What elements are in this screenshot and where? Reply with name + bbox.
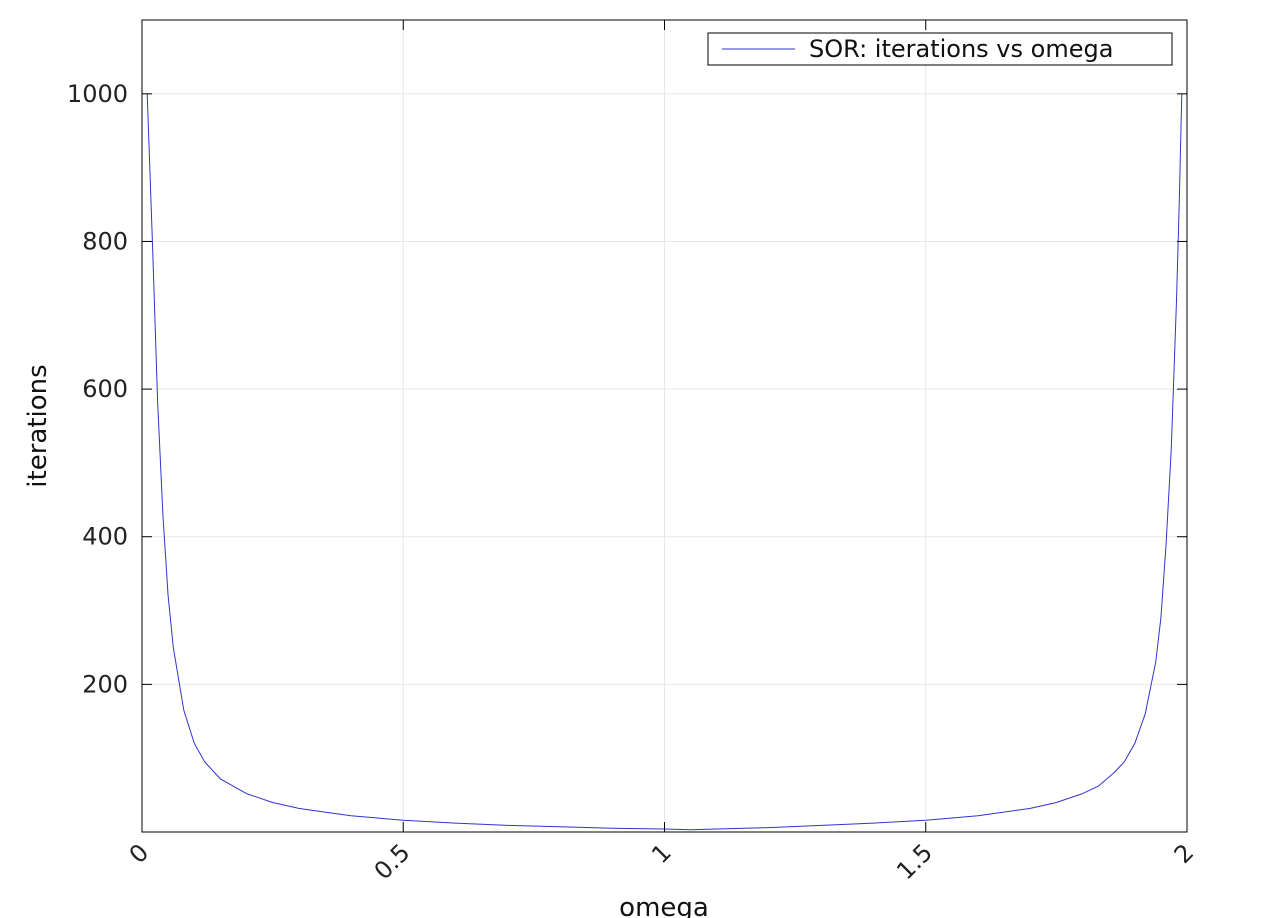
x-tick-label: 0.5 [369, 838, 416, 885]
x-tick-label: 0 [124, 838, 155, 869]
x-tick-label: 2 [1169, 838, 1200, 869]
x-tick-label: 1.5 [891, 838, 938, 885]
y-axis-label: iterations [23, 364, 53, 487]
x-tick-label: 1 [646, 838, 677, 869]
y-tick-label: 800 [82, 227, 128, 255]
legend-label: SOR: iterations vs omega [809, 35, 1113, 63]
legend: SOR: iterations vs omega [707, 32, 1173, 66]
grid [141, 20, 1188, 832]
x-axis-label: omega [619, 893, 709, 918]
y-tick-label: 1000 [67, 80, 128, 108]
series-layer [146, 93, 1183, 831]
y-tick-label: 600 [82, 375, 128, 403]
y-tick-label: 200 [82, 670, 128, 698]
y-axis-ticks: 200 400 600 800 1000 [67, 80, 1187, 698]
y-tick-label: 400 [82, 523, 128, 551]
series-line [146, 93, 1183, 831]
